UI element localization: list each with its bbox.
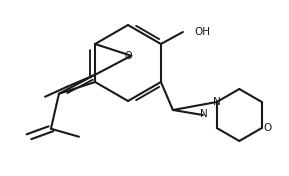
Text: O: O (125, 51, 132, 61)
Text: N: N (200, 109, 208, 119)
Text: OH: OH (194, 27, 210, 37)
Text: O: O (264, 123, 272, 133)
Text: N: N (213, 97, 221, 107)
